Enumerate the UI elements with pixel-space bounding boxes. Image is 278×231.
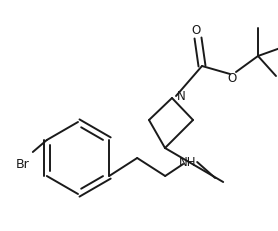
Text: O: O bbox=[227, 72, 237, 85]
Text: NH: NH bbox=[178, 155, 196, 168]
Text: N: N bbox=[177, 89, 186, 103]
Text: O: O bbox=[191, 24, 201, 36]
Text: Br: Br bbox=[16, 158, 30, 170]
